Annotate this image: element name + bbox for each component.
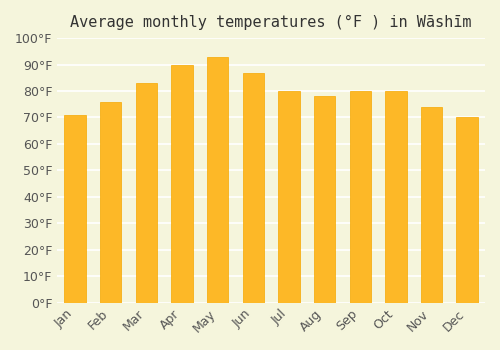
Bar <box>100 102 122 303</box>
Bar <box>242 72 264 303</box>
Bar <box>172 65 192 303</box>
Bar <box>64 115 86 303</box>
Title: Average monthly temperatures (°F ) in Wāshīm: Average monthly temperatures (°F ) in Wā… <box>70 15 472 30</box>
Bar <box>421 107 442 303</box>
Bar <box>136 83 157 303</box>
Bar <box>314 96 336 303</box>
Bar <box>350 91 371 303</box>
Bar <box>207 57 229 303</box>
Bar <box>385 91 406 303</box>
Bar <box>278 91 299 303</box>
Bar <box>456 118 478 303</box>
